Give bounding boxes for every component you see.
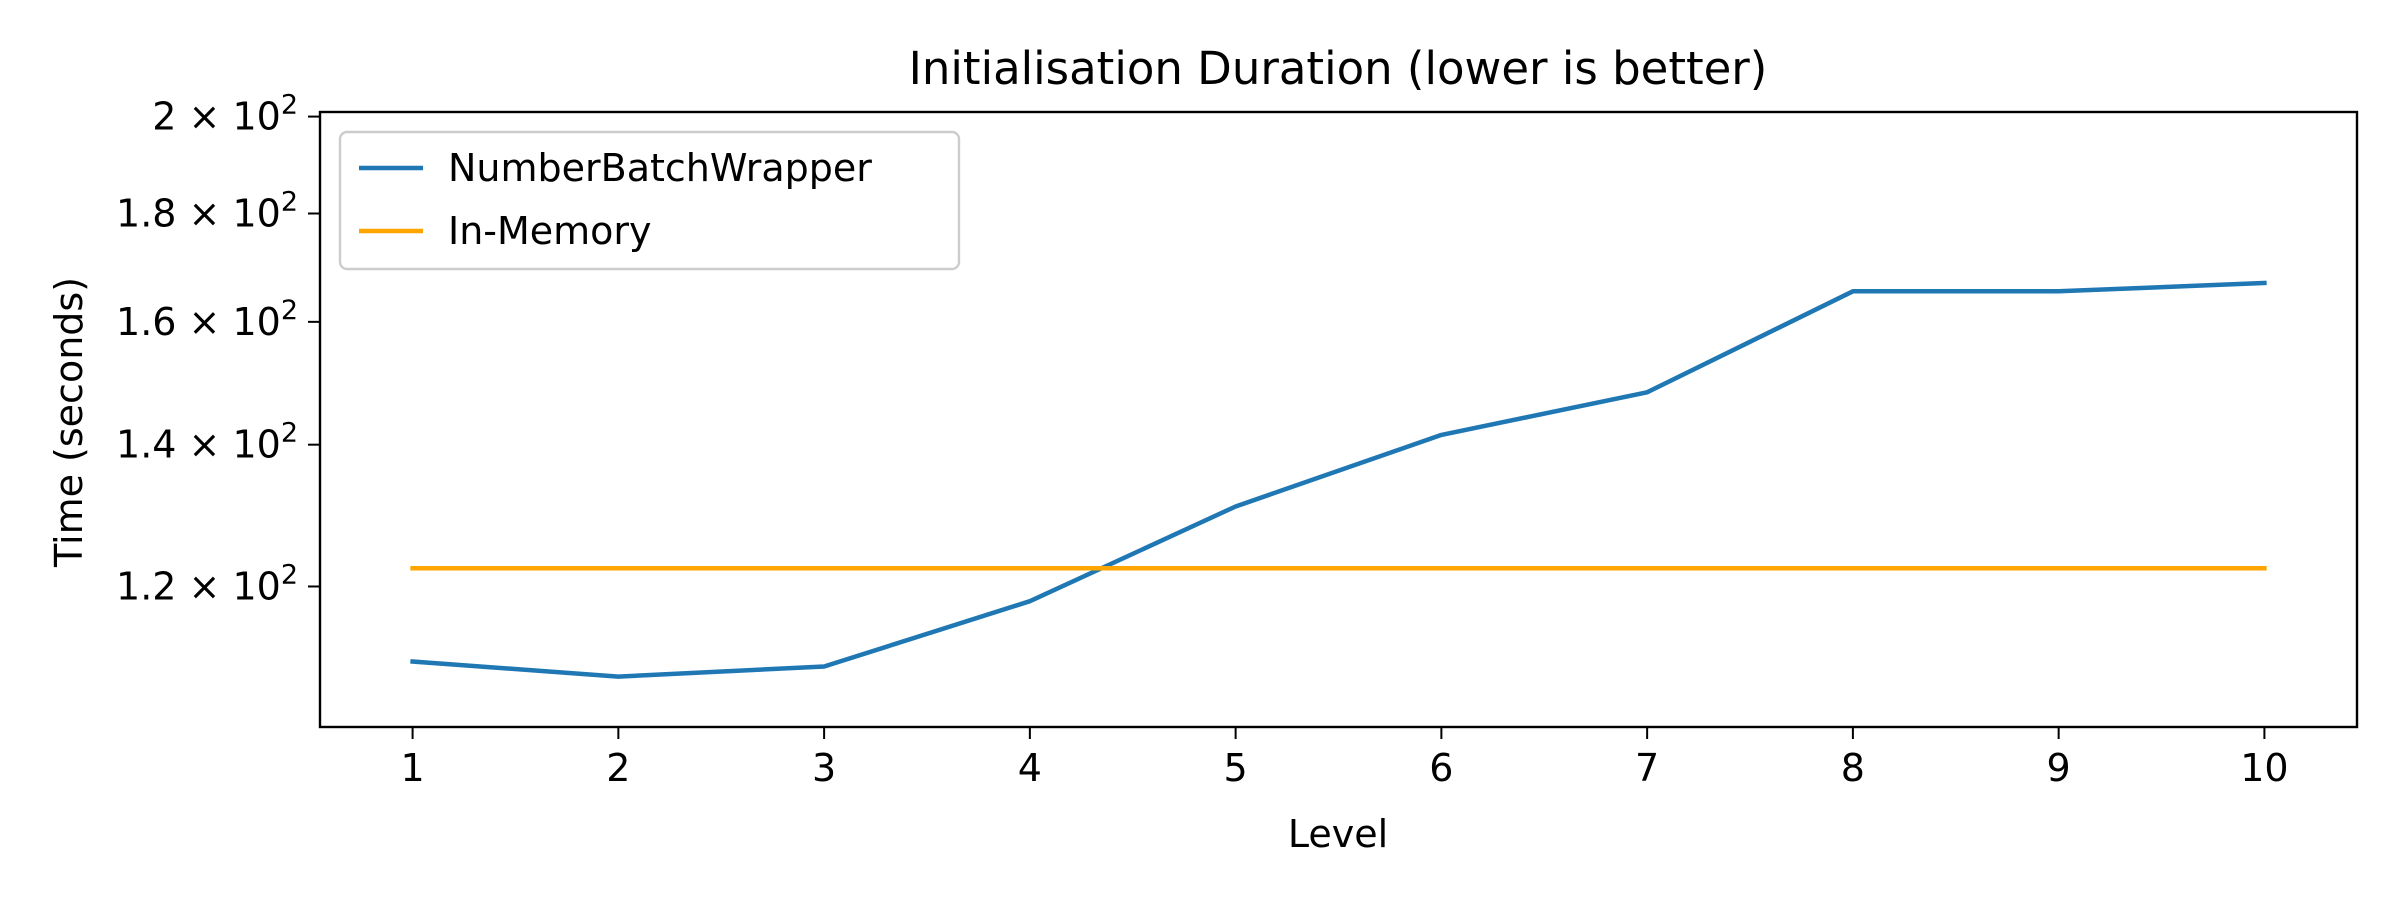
x-axis-label: Level: [1288, 812, 1388, 856]
series-line-0: [410, 280, 2267, 679]
legend-label-0: NumberBatchWrapper: [448, 146, 872, 190]
y-tick-label: 1.8 × 102: [116, 187, 298, 236]
chart-title: Initialisation Duration (lower is better…: [909, 42, 1768, 95]
y-tick-label: 1.2 × 102: [116, 559, 298, 608]
y-tick-label: 2 × 102: [152, 90, 298, 139]
x-tick-label: 6: [1429, 746, 1453, 790]
x-tick-label: 8: [1841, 746, 1865, 790]
x-tick-label: 7: [1635, 746, 1659, 790]
legend-label-1: In-Memory: [448, 209, 652, 253]
x-tick-label: 3: [812, 746, 836, 790]
x-tick-label: 1: [400, 746, 424, 790]
x-tick-label: 9: [2047, 746, 2071, 790]
x-tick-label: 2: [606, 746, 630, 790]
legend-box: [338, 130, 961, 271]
x-tick-label: 4: [1018, 746, 1042, 790]
plot-frame: [318, 110, 2359, 729]
x-tick-label: 10: [2240, 746, 2288, 790]
y-axis-label: Time (seconds): [47, 277, 91, 568]
x-tick-label: 5: [1224, 746, 1248, 790]
y-tick-label: 1.4 × 102: [116, 418, 298, 467]
y-tick-label: 1.6 × 102: [116, 295, 298, 344]
